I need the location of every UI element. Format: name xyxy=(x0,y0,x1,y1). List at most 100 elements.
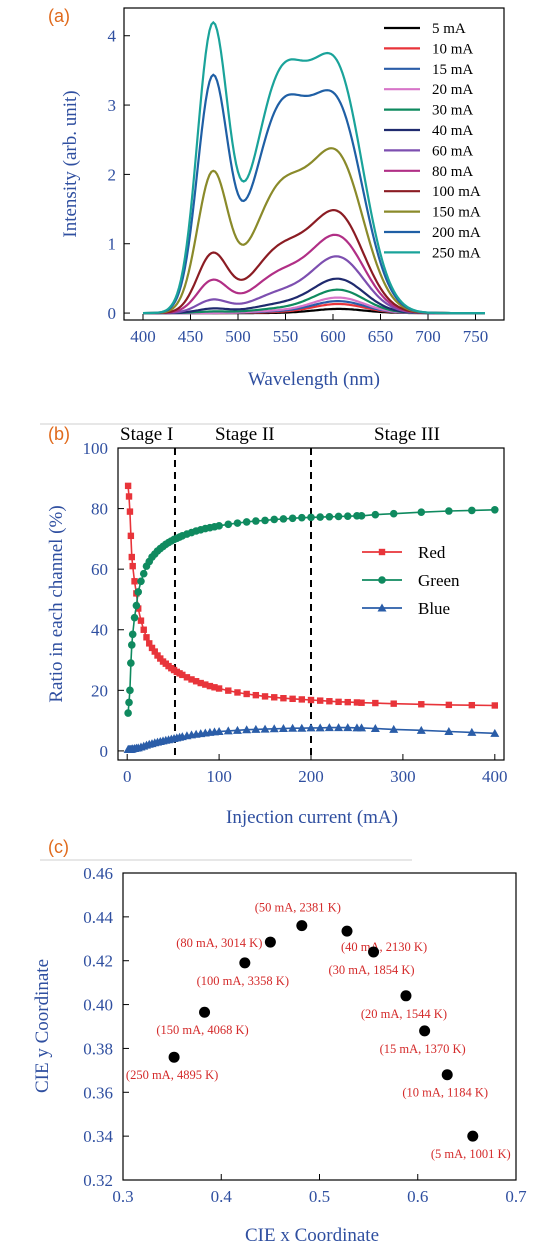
point-red xyxy=(146,640,153,647)
point-green xyxy=(371,510,380,519)
point-green xyxy=(224,520,233,529)
point-red xyxy=(353,699,361,706)
point-red xyxy=(243,690,250,698)
point-blue xyxy=(251,724,261,733)
point-red xyxy=(271,694,278,701)
point-red xyxy=(316,697,324,704)
legend-label: Red xyxy=(418,543,446,562)
point-blue xyxy=(223,726,233,735)
point-blue xyxy=(242,725,252,734)
point-green xyxy=(130,613,139,622)
panel-a: (a) 400 450 500 550 600 650 700 750 0 1 2 3 4 5 mA 10… xyxy=(48,6,505,390)
point-green xyxy=(417,508,426,517)
data-point xyxy=(441,1069,453,1081)
panel-c-ytick-label: 0.38 xyxy=(83,1039,113,1058)
legend-marker-blue xyxy=(377,603,387,612)
point-green xyxy=(132,601,141,610)
panel-c-ytick-label: 0.40 xyxy=(83,996,113,1015)
point-green xyxy=(124,709,132,717)
point-red xyxy=(179,671,186,679)
point-blue xyxy=(334,723,344,732)
legend-label: 30 mA xyxy=(432,103,473,119)
point-green xyxy=(137,577,145,586)
point-blue xyxy=(214,727,224,736)
point-blue xyxy=(416,725,426,734)
point-green xyxy=(127,641,136,649)
panel-a-frame xyxy=(123,7,505,321)
point-blue xyxy=(306,723,316,732)
point-red xyxy=(127,532,135,540)
point-red xyxy=(188,676,195,683)
panel-b-series xyxy=(123,482,500,753)
point-red xyxy=(151,648,158,655)
point-green xyxy=(389,509,398,518)
panel-a-xtick-label: 750 xyxy=(463,327,489,346)
point-blue xyxy=(324,723,334,732)
panel-c-ytick-label: 0.32 xyxy=(83,1171,113,1190)
point-red xyxy=(125,493,133,500)
legend-label: Blue xyxy=(418,599,450,618)
legend-label: 20 mA xyxy=(432,82,473,98)
point-blue xyxy=(232,725,242,734)
panel-c-ylabel: CIE y Coordinate xyxy=(32,959,53,1093)
panel-c-xtick-label: 0.5 xyxy=(309,1187,330,1206)
legend-label: 15 mA xyxy=(432,62,473,78)
panel-a-series xyxy=(142,20,485,315)
point-blue xyxy=(343,723,353,732)
panel-b-xtick-label: 300 xyxy=(390,767,416,786)
point-blue xyxy=(370,723,380,732)
legend-label: 40 mA xyxy=(432,123,473,139)
stage-3-label: Stage III xyxy=(374,424,440,445)
point-green xyxy=(343,512,352,520)
point-blue xyxy=(260,724,270,733)
panel-c-xtick-label: 0.3 xyxy=(112,1187,133,1206)
point-blue xyxy=(444,727,454,736)
point-green xyxy=(126,686,134,695)
point-red xyxy=(131,578,138,585)
panel-b-ytick-label: 20 xyxy=(91,681,108,700)
panel-b-xtick-label: 100 xyxy=(206,767,232,786)
point-annotation: (50 mA, 2381 K) xyxy=(255,901,341,915)
point-blue xyxy=(357,723,367,732)
point-red xyxy=(491,702,499,709)
point-red xyxy=(252,691,260,699)
point-green xyxy=(279,515,288,523)
stage-2-label: Stage II xyxy=(215,424,275,445)
panel-a-xtick-label: 600 xyxy=(320,327,346,346)
panel-c-xlabel: CIE x Coordinate xyxy=(245,1225,379,1246)
legend-label: 60 mA xyxy=(432,143,473,159)
panel-a-label: (a) xyxy=(48,6,70,26)
panel-a-ytick-label: 0 xyxy=(108,304,117,323)
point-red xyxy=(215,685,223,692)
point-red xyxy=(358,699,365,706)
point-blue xyxy=(467,727,477,736)
point-green xyxy=(491,505,499,514)
legend-label: 80 mA xyxy=(432,164,473,180)
point-green xyxy=(252,517,260,525)
panel-a-xtick-label: 450 xyxy=(178,327,204,346)
panel-a-ytick-label: 2 xyxy=(108,165,117,184)
panel-b-ylabel: Ratio in each channel (%) xyxy=(46,505,67,702)
panel-c-ytick-label: 0.34 xyxy=(83,1127,113,1146)
point-red xyxy=(206,682,214,690)
point-red xyxy=(225,687,232,694)
panel-a-xtick-label: 700 xyxy=(415,327,441,346)
point-red xyxy=(137,617,145,624)
point-green xyxy=(316,513,324,521)
point-blue xyxy=(490,728,500,737)
point-annotation: (5 mA, 1001 K) xyxy=(431,1147,511,1161)
panel-a-xtick-label: 550 xyxy=(273,327,299,346)
data-point xyxy=(400,990,412,1002)
point-red xyxy=(390,700,397,707)
point-red xyxy=(234,689,241,696)
point-green xyxy=(139,569,148,578)
point-green xyxy=(325,512,334,521)
legend-label: 10 mA xyxy=(432,41,473,57)
point-red xyxy=(192,678,200,685)
point-red xyxy=(197,679,204,687)
panel-c: (c) 0.3 0.4 0.5 0.6 0.7 0.32 0.34 0.36 0.38 0.40 0… xyxy=(32,837,527,1246)
panel-b-legend: Red Green Blue xyxy=(362,543,460,618)
point-annotation: (15 mA, 1370 K) xyxy=(380,1042,466,1056)
panel-c-xtick-label: 0.6 xyxy=(407,1187,428,1206)
